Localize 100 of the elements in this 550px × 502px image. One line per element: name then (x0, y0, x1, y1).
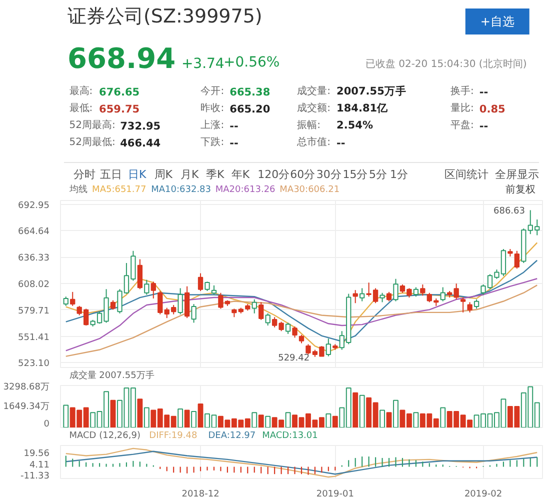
text: 五日 (100, 168, 122, 181)
text: 总市值: (296, 136, 330, 148)
x-tick-label: 2019-01 (316, 490, 354, 500)
text: 665.20 (230, 104, 270, 116)
text: 昨收: (200, 102, 224, 114)
bar (63, 404, 69, 428)
candlestick (474, 298, 480, 310)
text: 量比: (450, 102, 474, 114)
y-tick-label: 19.56 (24, 448, 50, 459)
text: 今开: (200, 85, 224, 97)
text: 659.75 (99, 104, 140, 116)
candlestick (158, 290, 163, 315)
bar (178, 408, 184, 428)
text: 季K (206, 168, 225, 181)
text: 52周最低: (69, 137, 116, 148)
text: 成交额: (297, 102, 330, 114)
line-series (65, 278, 538, 352)
candlestick (386, 291, 392, 302)
text: 最低: (69, 103, 93, 114)
text: +0.56% (224, 54, 280, 70)
bar (326, 413, 332, 428)
text: 前复权 (505, 184, 536, 196)
bar (144, 407, 150, 428)
candlestick (393, 278, 398, 302)
text: +3.74 (181, 56, 224, 72)
bar (285, 412, 291, 428)
y-tick-label: 692.95 (18, 200, 50, 211)
y-tick-label: 579.71 (18, 306, 50, 316)
text: 2.54% (336, 120, 374, 132)
text: 下跌: (200, 136, 224, 148)
text: 466.44 (120, 138, 161, 150)
text: 区间统计 (444, 168, 488, 181)
candlestick (413, 286, 419, 298)
bar (352, 392, 358, 428)
candlestick (514, 250, 520, 270)
candlestick (326, 338, 332, 357)
text: -- (230, 138, 238, 150)
text: -- (230, 120, 238, 132)
candlestick (144, 279, 150, 296)
candlestick (258, 302, 264, 320)
text: 665.38 (230, 86, 270, 98)
bar (265, 416, 271, 428)
bar (258, 414, 264, 428)
bar (110, 400, 116, 428)
text: 0.85 (479, 104, 506, 116)
candlestick (352, 290, 358, 304)
text: 60分 (290, 168, 316, 181)
text: 分时 (74, 168, 96, 181)
candlestick (360, 288, 365, 302)
y-tick-label: 4.11 (29, 460, 50, 470)
y-tick-label: 3298.68万 (3, 382, 50, 392)
text: 120分 (258, 168, 290, 181)
text: 振幅: (297, 119, 320, 131)
candlestick (285, 322, 291, 334)
candlestick (467, 302, 472, 313)
text: 最高: (69, 85, 93, 97)
text: 日K (128, 168, 147, 181)
y-tick-label: 523.10 (18, 359, 50, 370)
bar (198, 404, 204, 428)
candlestick (380, 292, 385, 303)
bar (440, 407, 446, 428)
series-label: DEA:12.97 (208, 431, 256, 441)
x-tick-label: 2018-12 (182, 490, 220, 500)
candlestick (178, 288, 183, 315)
text: 732.95 (120, 120, 161, 132)
candlestick (150, 281, 156, 299)
text: 52周最高: (69, 119, 116, 131)
text: 已收盘 02-20 15:04:30 (北京时间) (365, 58, 527, 70)
candlestick (252, 298, 257, 314)
bar (380, 410, 386, 428)
annotation: 686.63 (494, 206, 526, 217)
text: -- (479, 120, 488, 132)
bar (413, 412, 419, 428)
candlestick (198, 272, 204, 292)
text: 184.81亿 (336, 102, 390, 114)
candlestick (191, 304, 196, 324)
candlestick (420, 284, 426, 296)
text: +自选 (480, 14, 514, 28)
text: 证券公司(SZ:399975) (68, 6, 262, 28)
bar (386, 412, 392, 428)
text: 668.94 (68, 42, 176, 75)
text: 上涨: (200, 119, 224, 131)
text: 平盘: (450, 119, 474, 131)
text: 全屏显示 (495, 168, 540, 181)
candlestick (184, 286, 190, 319)
text: MA10:632.83 (151, 185, 212, 195)
candlestick (204, 281, 210, 292)
series-label: DIFF:19.48 (149, 431, 198, 441)
bar (332, 416, 338, 428)
bar (137, 398, 143, 428)
legend-title: 均线 (68, 184, 88, 195)
y-tick-label: 551.41 (18, 332, 50, 343)
y-tick-label: 664.64 (18, 227, 50, 238)
candlestick (440, 286, 446, 302)
candlestick (460, 297, 466, 313)
text: 月K (180, 168, 200, 181)
text: 周K (154, 168, 174, 181)
text: 2007.55万手 (336, 84, 406, 98)
y-tick-label: 1649.34万 (3, 402, 50, 412)
text: 年K (231, 168, 250, 181)
